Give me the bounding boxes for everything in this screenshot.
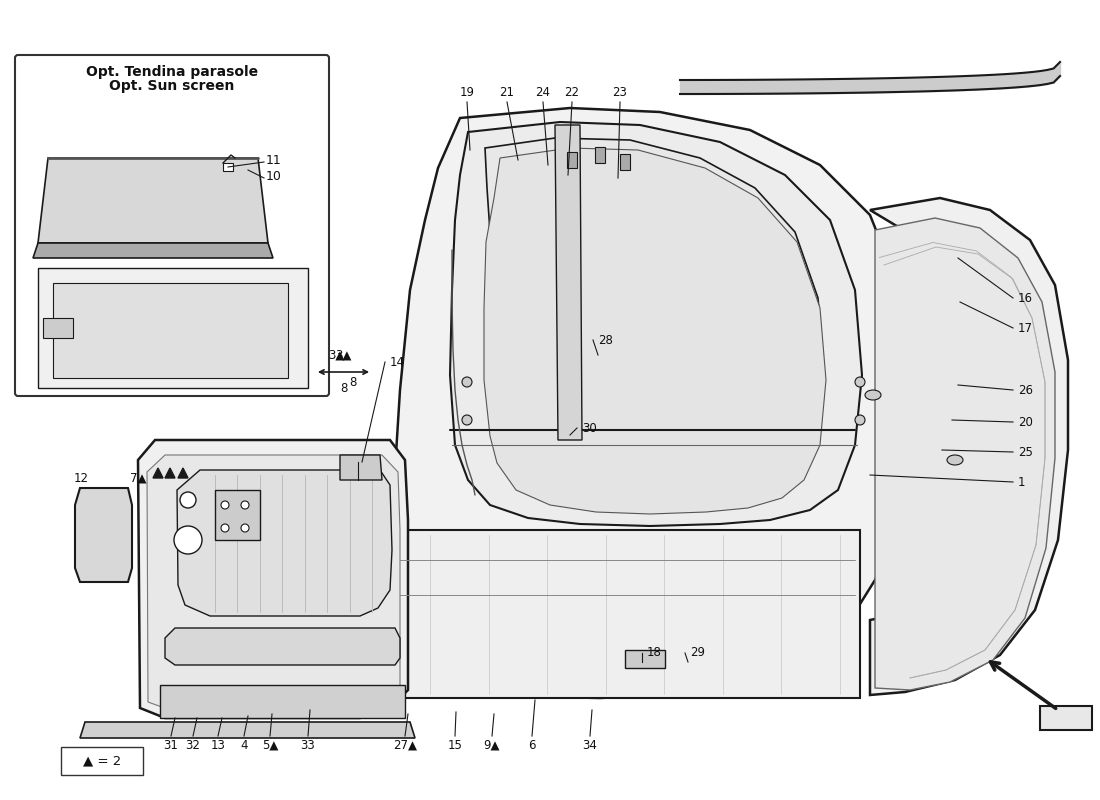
Polygon shape: [39, 268, 308, 388]
Text: 19: 19: [460, 86, 474, 99]
Text: 8: 8: [340, 382, 348, 395]
Text: 24: 24: [536, 86, 550, 99]
Text: 8: 8: [350, 375, 356, 389]
FancyBboxPatch shape: [60, 747, 143, 775]
FancyBboxPatch shape: [15, 55, 329, 396]
Circle shape: [462, 415, 472, 425]
Circle shape: [462, 377, 472, 387]
Polygon shape: [153, 468, 163, 478]
Text: 30: 30: [582, 422, 596, 434]
Polygon shape: [138, 440, 408, 718]
Circle shape: [174, 526, 202, 554]
Text: 28: 28: [598, 334, 613, 346]
Polygon shape: [1040, 706, 1092, 730]
Text: 1: 1: [1018, 475, 1025, 489]
Text: 9▲: 9▲: [484, 739, 500, 752]
Text: Opt. Sun screen: Opt. Sun screen: [109, 79, 234, 93]
Text: 26: 26: [1018, 383, 1033, 397]
Text: 6: 6: [528, 739, 536, 752]
Text: 27▲: 27▲: [393, 739, 417, 752]
Polygon shape: [556, 125, 582, 440]
Polygon shape: [80, 722, 415, 738]
Text: 23: 23: [613, 86, 627, 99]
Polygon shape: [340, 455, 382, 480]
Text: eurospares: eurospares: [206, 623, 434, 657]
Polygon shape: [395, 530, 860, 698]
Text: ▲ = 2: ▲ = 2: [82, 754, 121, 767]
Polygon shape: [177, 470, 392, 616]
Text: 31: 31: [164, 739, 178, 752]
Polygon shape: [178, 468, 188, 478]
Polygon shape: [214, 490, 260, 540]
Polygon shape: [485, 138, 824, 508]
Text: 32: 32: [186, 739, 200, 752]
Polygon shape: [160, 685, 405, 718]
Text: eurospares: eurospares: [606, 563, 834, 597]
Text: 3▲: 3▲: [328, 349, 344, 362]
Text: 34: 34: [583, 739, 597, 752]
Text: 17: 17: [1018, 322, 1033, 334]
Ellipse shape: [865, 390, 881, 400]
Circle shape: [855, 415, 865, 425]
Text: 5▲: 5▲: [262, 739, 278, 752]
Circle shape: [241, 524, 249, 532]
Text: 14: 14: [390, 355, 405, 369]
Polygon shape: [620, 154, 630, 170]
Polygon shape: [165, 628, 400, 665]
Text: 7▲: 7▲: [130, 471, 146, 485]
Polygon shape: [223, 163, 233, 171]
Polygon shape: [625, 650, 666, 668]
Polygon shape: [147, 455, 400, 710]
Circle shape: [855, 377, 865, 387]
Polygon shape: [75, 488, 132, 582]
Circle shape: [221, 501, 229, 509]
Polygon shape: [874, 218, 1055, 690]
Polygon shape: [595, 147, 605, 163]
Ellipse shape: [947, 455, 962, 465]
Text: 20: 20: [1018, 415, 1033, 429]
Polygon shape: [39, 158, 268, 243]
Polygon shape: [566, 152, 578, 168]
Polygon shape: [53, 283, 288, 378]
Text: 15: 15: [448, 739, 462, 752]
Polygon shape: [484, 148, 826, 514]
Text: 18: 18: [647, 646, 662, 659]
Text: 3▲: 3▲: [336, 349, 352, 362]
Text: 4: 4: [240, 739, 248, 752]
Text: 33: 33: [300, 739, 316, 752]
Text: 22: 22: [564, 86, 580, 99]
Circle shape: [241, 501, 249, 509]
Text: 12: 12: [74, 471, 88, 485]
Polygon shape: [395, 108, 915, 698]
Text: 16: 16: [1018, 291, 1033, 305]
Text: 13: 13: [210, 739, 225, 752]
Circle shape: [221, 524, 229, 532]
Polygon shape: [450, 122, 862, 526]
Text: 25: 25: [1018, 446, 1033, 458]
Polygon shape: [43, 318, 73, 338]
Polygon shape: [165, 468, 175, 478]
Text: Opt. Tendina parasole: Opt. Tendina parasole: [86, 65, 258, 79]
Text: 29: 29: [690, 646, 705, 659]
Polygon shape: [33, 243, 273, 258]
Text: 10: 10: [266, 170, 282, 182]
Text: 11: 11: [266, 154, 282, 166]
Polygon shape: [870, 198, 1068, 695]
Circle shape: [180, 492, 196, 508]
Text: 21: 21: [499, 86, 515, 99]
